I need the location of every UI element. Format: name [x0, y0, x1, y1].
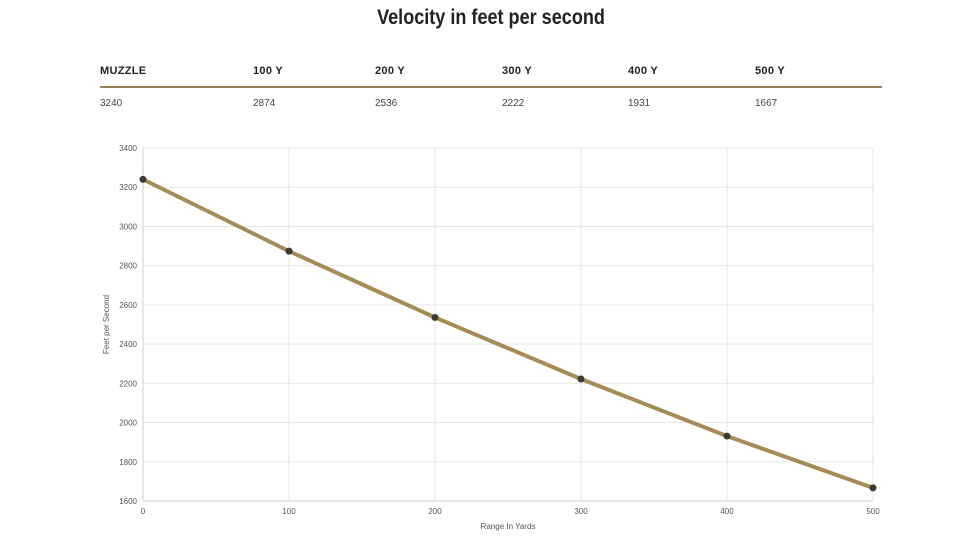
x-tick-label: 300 — [574, 507, 588, 516]
table-header-muzzle: MUZZLE — [100, 58, 253, 88]
table-header-500y: 500 Y — [755, 58, 882, 88]
x-tick-label: 200 — [428, 507, 442, 516]
table-header-100y: 100 Y — [253, 58, 375, 88]
table-header-200y: 200 Y — [375, 58, 502, 88]
chart-series — [139, 175, 877, 492]
y-tick-label: 2200 — [119, 379, 137, 388]
table-cell-400y: 1931 — [628, 98, 651, 109]
y-tick-label: 2600 — [119, 301, 137, 310]
chart-grid — [142, 147, 874, 502]
chart-axes: 1600180020002200240026002800300032003400… — [119, 144, 880, 516]
x-tick-label: 0 — [141, 507, 146, 516]
y-tick-label: 3400 — [119, 144, 137, 153]
table-header-300y: 300 Y — [502, 58, 628, 88]
table-header-400y: 400 Y — [628, 58, 755, 88]
table-cell-100y: 2874 — [253, 98, 276, 109]
y-tick-label: 1800 — [119, 458, 137, 467]
x-tick-label: 500 — [866, 507, 880, 516]
table-row: 3240 2874 2536 2222 1931 1667 — [100, 87, 882, 109]
data-point — [869, 484, 877, 492]
table-cell-200y: 2536 — [375, 98, 398, 109]
x-tick-label: 100 — [282, 507, 296, 516]
y-tick-label: 2400 — [119, 340, 137, 349]
y-tick-label: 3000 — [119, 222, 137, 231]
data-point — [431, 313, 439, 321]
data-point — [285, 247, 293, 255]
table-cell-300y: 2222 — [502, 98, 525, 109]
table-cell-muzzle: 3240 — [100, 98, 123, 109]
y-axis-title: Feet per Second — [102, 295, 111, 354]
y-tick-label: 3200 — [119, 183, 137, 192]
page-title: Velocity in feet per second — [377, 6, 605, 29]
velocity-table: MUZZLE 100 Y 200 Y 300 Y 400 Y 500 Y 324… — [100, 58, 882, 109]
y-tick-label: 2800 — [119, 262, 137, 271]
data-point — [139, 175, 147, 183]
x-axis-title: Range In Yards — [481, 522, 536, 531]
y-tick-label: 2000 — [119, 419, 137, 428]
table-cell-500y: 1667 — [755, 98, 778, 109]
data-point — [577, 375, 585, 383]
data-point — [723, 432, 731, 440]
series-line — [141, 177, 875, 490]
table-header-row: MUZZLE 100 Y 200 Y 300 Y 400 Y 500 Y — [100, 58, 882, 88]
x-tick-label: 400 — [720, 507, 734, 516]
y-tick-label: 1600 — [119, 497, 137, 506]
